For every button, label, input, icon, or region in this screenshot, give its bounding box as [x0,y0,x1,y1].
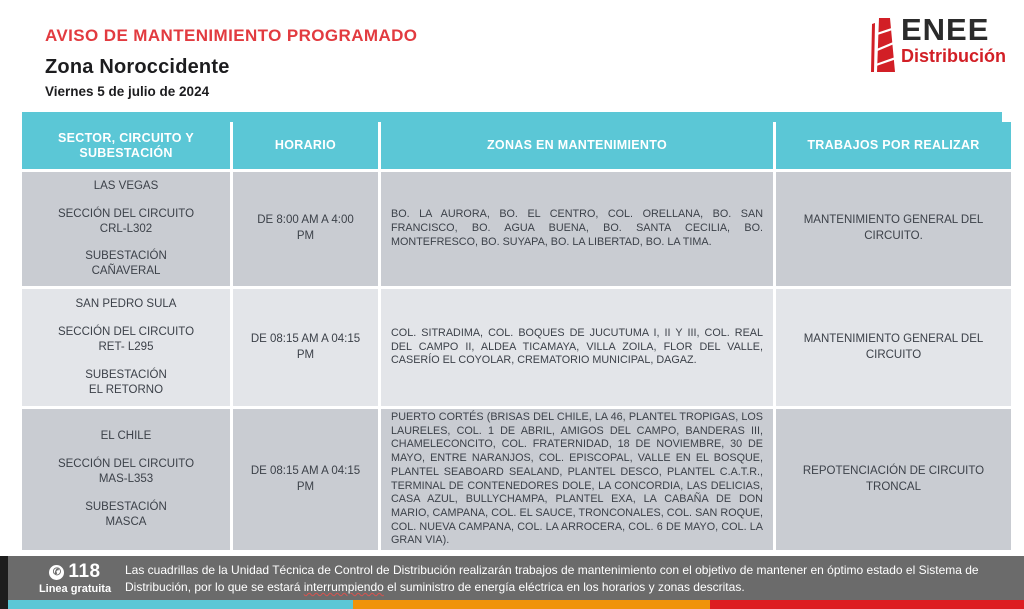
footer-color-strip [8,600,1024,609]
schedule-text: DE 08:15 AM A 04:15 PM [250,332,361,361]
footer-left-edge-bar [0,556,8,609]
column-header-schedule: HORARIO [233,122,378,169]
substation-section: SUBESTACIÓN MASCA [85,500,167,528]
substation-section: SUBESTACIÓN CAÑAVERAL [85,250,167,278]
phone-icon: ✆ [49,564,65,580]
hotline-number: 118 [68,561,101,582]
sector-name: EL CHILE [100,430,152,443]
sector-name: LAS VEGAS [93,179,159,192]
table-row-zones-cell: PUERTO CORTÉS (BRISAS DEL CHILE, LA 46, … [381,409,773,550]
footer-note: Las cuadrillas de la Unidad Técnica de C… [125,563,979,594]
table-row-works-cell: MANTENIMIENTO GENERAL DEL CIRCUITO [776,289,1011,406]
sector-name: SAN PEDRO SULA [75,298,177,311]
logo-subtitle: Distribución [900,46,1006,66]
schedule-text: DE 8:00 AM A 4:00 PM [257,214,354,242]
table-top-accent-bar [22,112,1002,122]
table-row-sector-cell: EL CHILE SECCIÓN DEL CIRCUITO MAS-L353 S… [22,409,230,550]
works-text: MANTENIMIENTO GENERAL DEL CIRCUITO [803,332,984,361]
footer-bar: ✆ 118 Linea gratuita Las cuadrillas de l… [8,556,1024,600]
strip-red-segment [710,600,1024,609]
zones-text: PUERTO CORTÉS (BRISAS DEL CHILE, LA 46, … [391,410,763,547]
schedule-text: DE 08:15 AM A 04:15 PM [250,464,361,493]
zones-text: BO. LA AURORA, BO. EL CENTRO, COL. ORELL… [391,208,763,248]
table-row-zones-cell: BO. LA AURORA, BO. EL CENTRO, COL. ORELL… [381,172,773,286]
table-row-zones-cell: COL. SITRADIMA, COL. BOQUES DE JUCUTUMA … [381,289,773,406]
column-header-zones: ZONAS EN MANTENIMIENTO [381,122,773,169]
strip-cyan-segment [8,600,353,609]
circuit-section: SECCIÓN DEL CIRCUITO RET- L295 [57,326,195,354]
works-text: REPOTENCIACIÓN DE CIRCUITO TRONCAL [802,464,985,493]
hotline-block: ✆ 118 Linea gratuita [30,561,120,595]
table-row-sector-cell: SAN PEDRO SULA SECCIÓN DEL CIRCUITO RET-… [22,289,230,406]
page-title: AVISO DE MANTENIMIENTO PROGRAMADO [45,26,418,45]
table-row-schedule-cell: DE 08:15 AM A 04:15 PM [233,409,378,550]
table-row-sector-cell: LAS VEGAS SECCIÓN DEL CIRCUITO CRL-L302 … [22,172,230,286]
substation-section: SUBESTACIÓN EL RETORNO [85,368,167,396]
circuit-section: SECCIÓN DEL CIRCUITO CRL-L302 [57,207,195,235]
strip-orange-segment [353,600,710,609]
table-row-schedule-cell: DE 08:15 AM A 04:15 PM [233,289,378,406]
enee-logo: ENEE Distribución [870,12,1006,77]
table-row-schedule-cell: DE 8:00 AM A 4:00 PM [233,172,378,286]
footer-note-underlined-word: interrumpiendo [303,579,384,594]
works-text: MANTENIMIENTO GENERAL DEL CIRCUITO. [803,214,984,242]
zone-subtitle: Zona Noroccidente [45,56,230,78]
circuit-section: SECCIÓN DEL CIRCUITO MAS-L353 [57,458,195,486]
table-row-works-cell: MANTENIMIENTO GENERAL DEL CIRCUITO. [776,172,1011,286]
hotline-label: Linea gratuita [38,583,112,595]
maintenance-table: SECTOR, CIRCUITO Y SUBESTACIÓN HORARIO Z… [22,112,1011,550]
date-label: Viernes 5 de julio de 2024 [45,84,210,99]
table-row-works-cell: REPOTENCIACIÓN DE CIRCUITO TRONCAL [776,409,1011,550]
transmission-tower-icon [870,18,897,77]
zones-text: COL. SITRADIMA, COL. BOQUES DE JUCUTUMA … [391,326,763,367]
logo-wordmark: ENEE [900,12,990,47]
column-header-sector: SECTOR, CIRCUITO Y SUBESTACIÓN [22,122,230,169]
column-header-works: TRABAJOS POR REALIZAR [776,122,1011,169]
